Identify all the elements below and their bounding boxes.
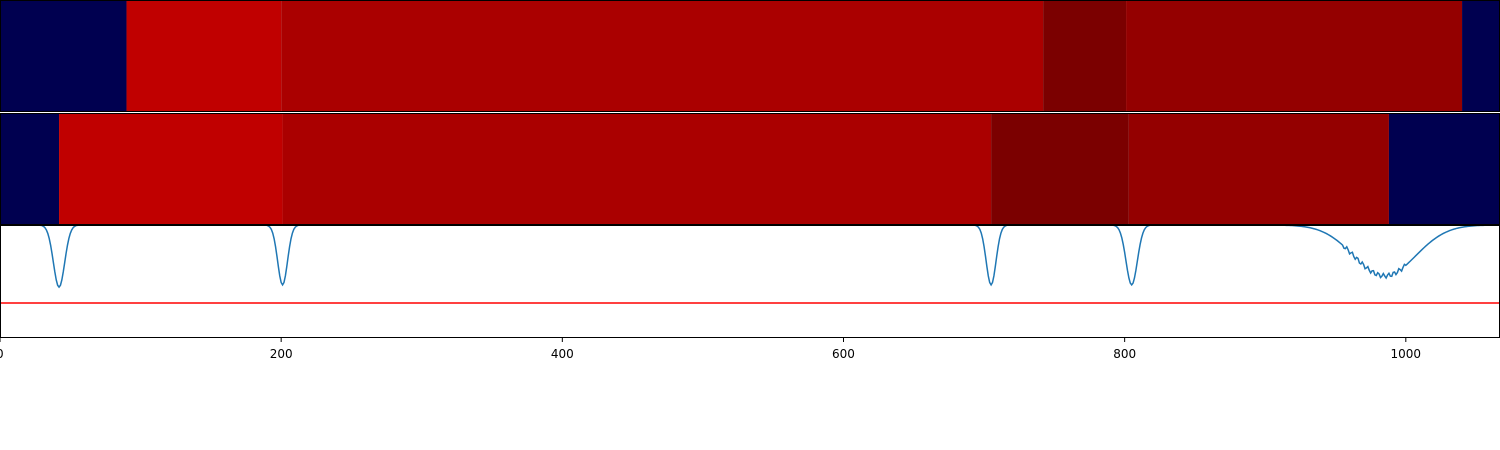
x-tick-label-1000: 1000 [1391, 347, 1422, 361]
panel-frame-3 [0, 225, 1500, 338]
heatmap-rows [0, 0, 1500, 225]
heatmap-row-2-segment-3 [282, 113, 992, 225]
signal-line [0, 224, 1500, 289]
heatmap-row-2-segment-6 [1388, 113, 1500, 225]
heatmap-row-2-segment-4 [991, 113, 1129, 225]
x-tick-label-800: 800 [1113, 347, 1136, 361]
heatmap-row-1-segment-3 [281, 0, 1044, 112]
heatmap-row-1-segment-6 [1462, 0, 1500, 112]
x-axis: 0 200 400 600 800 1000 [0, 338, 1421, 361]
heatmap-row-1-segment-5 [1126, 0, 1463, 112]
x-tick-label-200: 200 [270, 347, 293, 361]
heatmap-row-2-segment-2 [59, 113, 283, 225]
heatmap-row-1-segment-4 [1043, 0, 1127, 112]
x-tick-label-400: 400 [551, 347, 574, 361]
x-tick-label-600: 600 [832, 347, 855, 361]
heatmap-row-1-segment-1 [0, 0, 127, 112]
heatmap-row-1-segment-2 [126, 0, 282, 112]
line-panel [0, 224, 1500, 304]
heatmap-row-2-segment-1 [0, 113, 60, 225]
x-tick-label-0: 0 [0, 347, 4, 361]
heatmap-row-2-segment-5 [1128, 113, 1389, 225]
